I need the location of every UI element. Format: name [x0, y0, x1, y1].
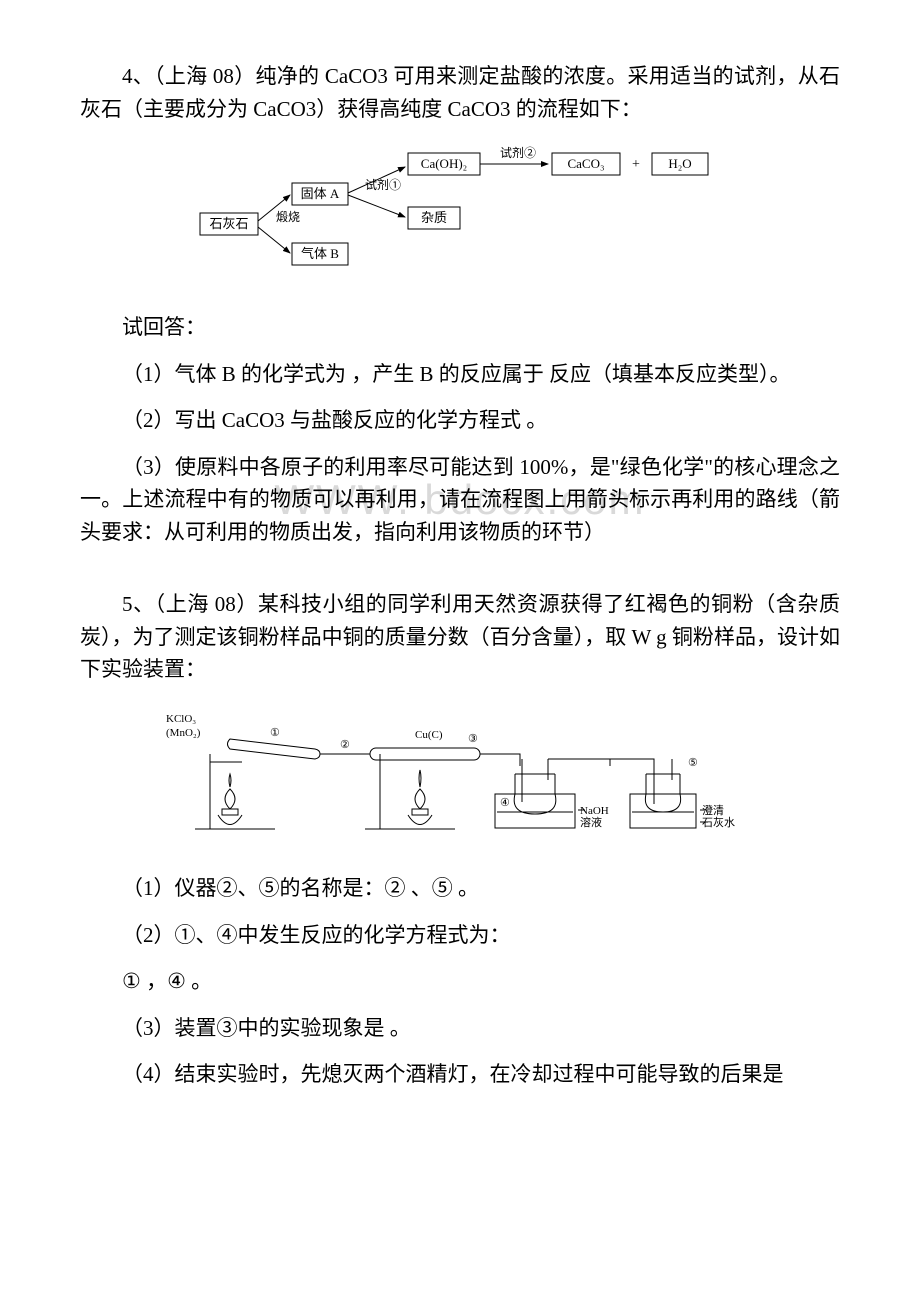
label-num5: ⑤	[688, 757, 698, 769]
label-cuc: Cu(C)	[415, 729, 443, 741]
label-naoh: NaOH	[580, 805, 609, 817]
flow-reagent1-label: 试剂①	[365, 177, 401, 192]
label-num4: ④	[500, 797, 510, 809]
q5-intro: 5、（上海 08）某科技小组的同学利用天然资源获得了红褐色的铜粉（含杂质炭），为…	[80, 588, 840, 686]
flow-h2o-label: H₂O	[668, 156, 691, 171]
q5-sub1: （1）仪器②、⑤的名称是：② 、⑤ 。	[80, 872, 840, 905]
flow-calcine-label: 煅烧	[276, 209, 300, 224]
label-num1: ①	[270, 727, 280, 739]
flow-solidA-label: 固体 A	[301, 186, 340, 201]
label-mno2: (MnO₂)	[166, 727, 201, 739]
q5-sub2b: ① ，④ 。	[80, 965, 840, 998]
label-num3: ③	[468, 733, 478, 745]
q4-sub3: （3）使原料中各原子的利用率尽可能达到 100%，是"绿色化学"的核心理念之一。…	[80, 451, 840, 549]
flow-reagent2-label: 试剂②	[500, 145, 536, 160]
q5-sub3: （3）装置③中的实验现象是 。	[80, 1012, 840, 1045]
label-num2: ②	[340, 739, 350, 751]
q5-apparatus-diagram: KClO₃ (MnO₂) ① ② Cu(C) ③ ④ NaOH 溶液	[80, 704, 840, 844]
label-kclo3: KClO₃	[166, 713, 196, 725]
label-solution: 溶液	[580, 815, 602, 829]
flow-caco3-label: CaCO₃	[567, 156, 604, 171]
q4-flow-diagram: 石灰石 煅烧 固体 A 气体 B 试剂① Ca(OH)₂ 杂质 试剂② CaCO…	[80, 143, 840, 273]
q4-sub1: （1）气体 B 的化学式为 ，产生 B 的反应属于 反应（填基本反应类型）。	[80, 358, 840, 391]
q4-answer-prompt: 试回答：	[80, 311, 840, 344]
flow-gasB-label: 气体 B	[301, 246, 339, 261]
flow-impurity-label: 杂质	[421, 210, 447, 225]
flow-start-label: 石灰石	[209, 216, 248, 231]
q5-sub2: （2）①、④中发生反应的化学方程式为：	[80, 919, 840, 952]
q4-intro: 4、（上海 08）纯净的 CaCO3 可用来测定盐酸的浓度。采用适当的试剂，从石…	[80, 60, 840, 125]
flow-plus-label: +	[632, 157, 640, 172]
q5-sub4: （4）结束实验时，先熄灭两个酒精灯，在冷却过程中可能导致的后果是	[80, 1058, 840, 1091]
q4-sub2: （2）写出 CaCO3 与盐酸反应的化学方程式 。	[80, 404, 840, 437]
flow-caoh2-label: Ca(OH)₂	[421, 156, 467, 171]
